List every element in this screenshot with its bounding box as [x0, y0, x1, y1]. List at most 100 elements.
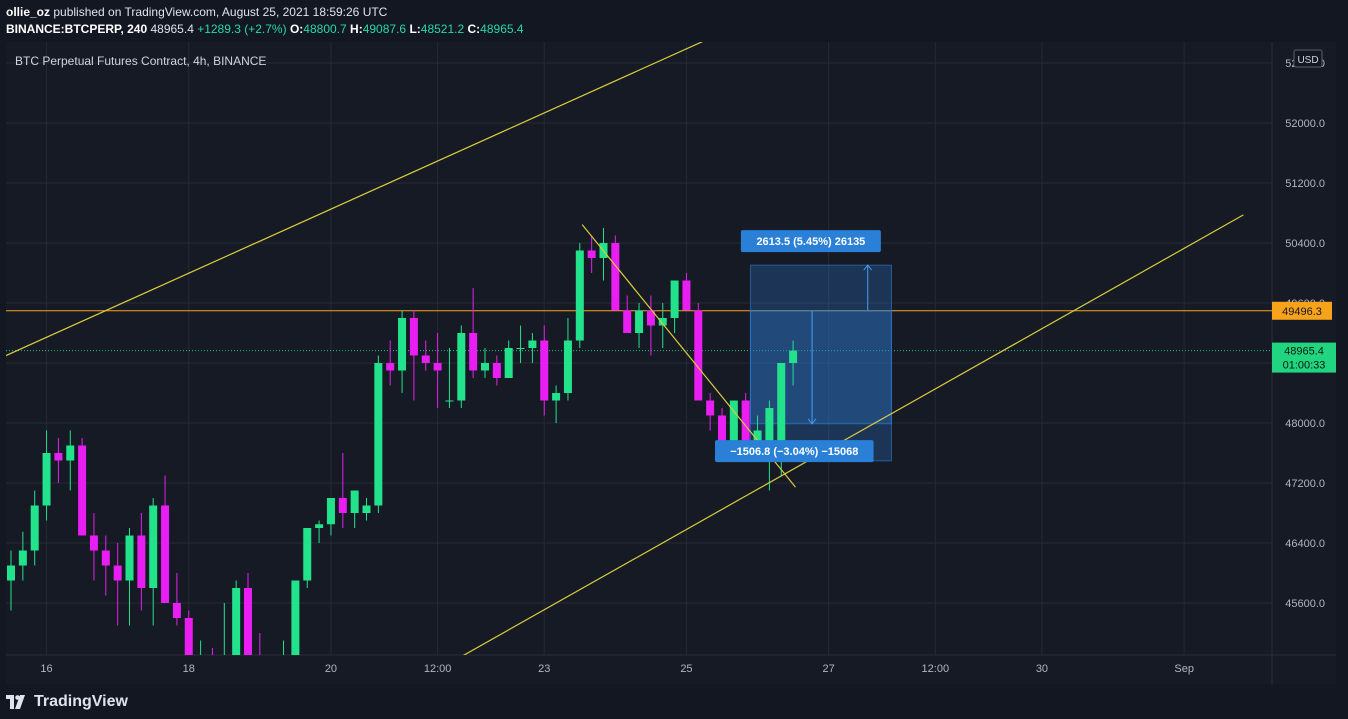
x-tick-label: Sep [1174, 663, 1194, 675]
candle-body [552, 393, 561, 401]
candle-body [89, 535, 98, 551]
x-tick-label: 12:00 [424, 663, 452, 675]
y-tick-label: 45600.0 [1285, 598, 1325, 610]
candle-body [729, 400, 738, 453]
x-tick-label: 18 [183, 663, 195, 675]
trendline [6, 42, 704, 357]
candle-body [197, 663, 205, 664]
measure-arrow-head [863, 264, 873, 271]
x-tick-label: 30 [1036, 663, 1048, 675]
candle-body [421, 355, 430, 363]
candle-body [172, 603, 181, 618]
candle-body [220, 656, 228, 671]
candle-body [646, 310, 655, 326]
low-value: 48521.2 [420, 22, 465, 36]
close-value: 48965.4 [480, 22, 524, 36]
candle-body [125, 535, 134, 581]
horizontal-line-price-tag [1272, 301, 1332, 320]
measure-box [749, 310, 892, 425]
measure-label-box [714, 440, 874, 463]
candle-body [540, 340, 549, 401]
author-name[interactable]: ollie_oz [6, 5, 51, 19]
candle-body [386, 363, 395, 371]
candle-body [78, 445, 87, 536]
x-tick-label: 27 [823, 663, 835, 675]
candle-body [374, 363, 383, 506]
candle-body [256, 656, 264, 679]
measure-label: 2613.5 (5.45%) 26135 [756, 236, 865, 248]
candle-body [101, 550, 110, 566]
close-label: C: [467, 22, 481, 36]
change-value: +1289.3 (+2.7%) [197, 22, 287, 36]
candle-body [42, 453, 51, 506]
candle-body [280, 663, 288, 671]
candle-body [54, 453, 63, 461]
candle-body [670, 280, 679, 318]
currency-label: USD [1297, 55, 1318, 66]
candle-body [706, 400, 715, 416]
publish-info: ollie_oz published on TradingView.com, A… [6, 5, 387, 19]
tradingview-logo-icon [6, 695, 25, 709]
low-label: L: [409, 22, 421, 36]
candle-body [232, 588, 241, 655]
measure-label-box [740, 230, 881, 253]
candle-body [362, 505, 371, 513]
y-tick-label: 51200.0 [1285, 178, 1325, 190]
candle-body [563, 340, 572, 393]
candle-body [658, 318, 667, 326]
candle-body [587, 250, 596, 258]
candle-body [528, 340, 537, 348]
candle-body [481, 363, 489, 371]
candle-body [66, 445, 75, 461]
x-tick-label: 20 [325, 663, 337, 675]
candle-body [492, 363, 501, 378]
candle-body [409, 318, 418, 356]
measure-label: −1506.8 (−3.04%) −15068 [730, 446, 858, 458]
candle-body [789, 350, 798, 363]
brand-name: TradingView [34, 693, 128, 710]
candle-body [303, 528, 312, 581]
candle-body [18, 550, 27, 566]
x-tick-label: 25 [680, 663, 692, 675]
open-label: O: [289, 22, 304, 36]
y-tick-label: 47200.0 [1285, 478, 1325, 490]
last-price: 48965.4 [147, 22, 198, 36]
candlestick-chart[interactable]: 2613.5 (5.45%) 26135 −1506.8 (−3.04%) −15… [0, 0, 1348, 690]
candle-body [338, 498, 347, 513]
candle-body [161, 505, 170, 603]
candle-body [30, 505, 39, 551]
candle-body [137, 535, 146, 588]
high-label: H: [350, 22, 363, 36]
candle-body [516, 348, 525, 349]
candle-body [350, 490, 359, 513]
candle-body [694, 310, 703, 401]
y-tick-label: 48000.0 [1285, 418, 1325, 430]
y-tick-label: 52000.0 [1285, 118, 1325, 130]
candle-body [184, 618, 193, 655]
candle-body [623, 310, 632, 333]
open-value: 48800.7 [303, 22, 347, 36]
candle-body [575, 250, 584, 341]
horizontal-line-price: 49496.3 [1282, 306, 1322, 318]
candle-body [149, 505, 158, 588]
candle-body [315, 524, 324, 528]
candle-body [7, 565, 15, 581]
x-tick-label: 16 [40, 663, 52, 675]
y-tick-label: 46400.0 [1285, 538, 1325, 550]
candle-body [504, 348, 513, 378]
candle-body [291, 580, 300, 655]
tradingview-logo[interactable]: TradingView [6, 690, 128, 714]
x-tick-label: 12:00 [922, 663, 950, 675]
symbol-label: BINANCE:BTCPERP, 240 [6, 22, 148, 36]
candle-body [445, 400, 454, 402]
candle-body [682, 280, 691, 311]
candle-body [268, 671, 276, 679]
y-tick-label: 50400.0 [1285, 238, 1325, 250]
publish-text: published on TradingView.com, August 25,… [50, 5, 388, 19]
ohlc-legend: BINANCE:BTCPERP, 240 48965.4 +1289.3 (+2… [6, 22, 524, 36]
candle-body [718, 415, 726, 453]
current-price-tag [1272, 342, 1336, 373]
candle-body [611, 243, 620, 311]
candle-body [765, 408, 774, 453]
chart-title: BTC Perpetual Futures Contract, 4h, BINA… [15, 54, 267, 68]
